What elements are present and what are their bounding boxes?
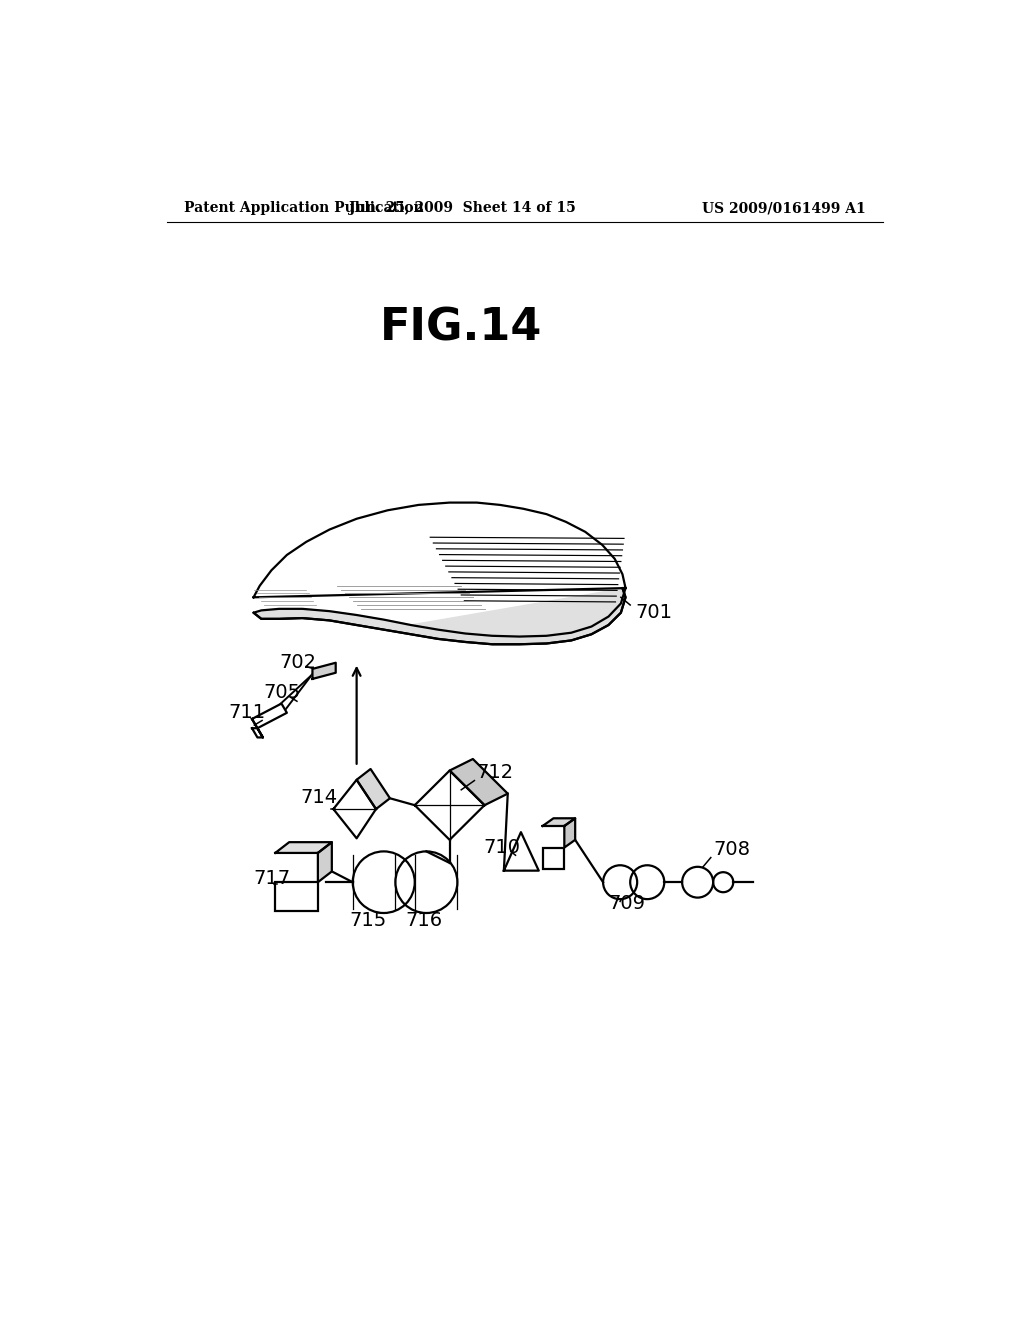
Polygon shape	[504, 832, 539, 871]
Polygon shape	[312, 663, 336, 678]
Polygon shape	[275, 842, 332, 853]
Text: 708: 708	[713, 840, 751, 858]
Text: 705: 705	[263, 682, 301, 701]
Polygon shape	[415, 771, 484, 840]
Text: 712: 712	[477, 763, 514, 781]
Text: 717: 717	[254, 869, 291, 888]
Text: 702: 702	[280, 653, 316, 672]
Text: 709: 709	[608, 894, 645, 913]
Polygon shape	[334, 780, 376, 838]
Polygon shape	[356, 770, 390, 809]
Text: Patent Application Publication: Patent Application Publication	[183, 202, 424, 215]
Text: FIG.14: FIG.14	[380, 306, 543, 350]
Polygon shape	[252, 719, 263, 738]
Polygon shape	[317, 842, 332, 882]
Polygon shape	[252, 704, 287, 729]
Bar	[275, 882, 317, 911]
Text: 716: 716	[406, 911, 442, 931]
Polygon shape	[450, 759, 508, 805]
Polygon shape	[543, 818, 575, 826]
Polygon shape	[254, 503, 626, 644]
Text: Jun. 25, 2009  Sheet 14 of 15: Jun. 25, 2009 Sheet 14 of 15	[349, 202, 577, 215]
Bar	[543, 847, 564, 869]
Text: 714: 714	[300, 788, 337, 807]
Polygon shape	[254, 589, 626, 644]
Text: 701: 701	[636, 603, 673, 622]
Text: 715: 715	[349, 911, 387, 931]
Text: 710: 710	[483, 838, 520, 857]
Text: US 2009/0161499 A1: US 2009/0161499 A1	[702, 202, 866, 215]
Text: 711: 711	[228, 704, 266, 722]
Polygon shape	[564, 818, 575, 847]
